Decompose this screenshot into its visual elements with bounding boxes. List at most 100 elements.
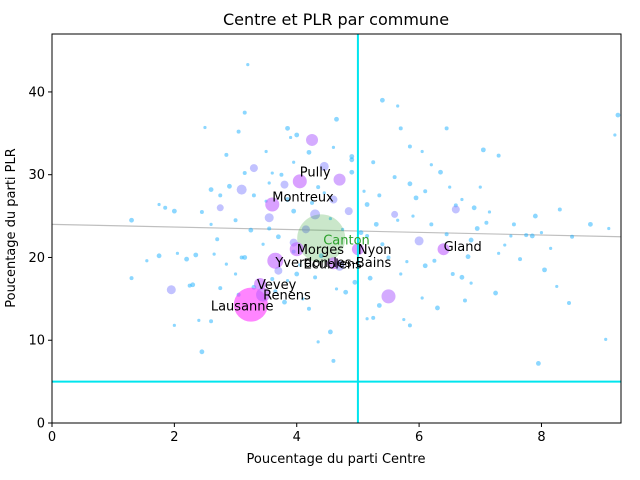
x-tick-label: 2 xyxy=(170,430,178,445)
data-point xyxy=(163,205,168,210)
city-label: Vevey xyxy=(257,278,297,293)
data-point xyxy=(570,234,575,239)
data-point xyxy=(233,218,238,223)
data-point xyxy=(399,272,403,276)
city-bubble xyxy=(289,242,304,257)
data-point xyxy=(566,300,571,305)
data-point xyxy=(209,319,214,324)
data-point xyxy=(331,145,336,149)
data-point xyxy=(373,221,379,227)
data-point xyxy=(334,116,339,122)
data-point xyxy=(474,226,480,231)
data-point xyxy=(549,246,553,250)
data-point xyxy=(362,189,366,193)
data-point xyxy=(224,152,229,157)
data-point xyxy=(423,189,428,194)
data-point xyxy=(218,193,223,198)
data-point xyxy=(613,133,617,137)
data-point xyxy=(322,191,326,195)
data-point xyxy=(285,125,290,131)
data-point xyxy=(341,227,345,231)
data-point xyxy=(496,153,501,158)
data-point xyxy=(407,144,412,149)
data-point xyxy=(358,230,364,236)
data-point xyxy=(407,181,413,187)
data-point xyxy=(274,266,283,275)
data-point xyxy=(306,133,319,146)
data-point xyxy=(365,317,369,321)
x-tick-label: 4 xyxy=(293,430,301,445)
data-point xyxy=(239,255,244,260)
data-point xyxy=(156,253,162,259)
data-point xyxy=(349,169,355,175)
city-bubble xyxy=(292,174,307,189)
data-point xyxy=(420,149,424,154)
data-point xyxy=(402,317,406,322)
data-point xyxy=(294,132,300,138)
data-point xyxy=(227,183,232,189)
y-tick-label: 30 xyxy=(28,168,45,183)
data-point xyxy=(267,181,271,185)
city-label: Morges xyxy=(297,243,345,258)
data-point xyxy=(349,154,355,159)
data-point xyxy=(209,222,213,226)
data-point xyxy=(480,147,486,153)
data-point xyxy=(376,303,382,308)
y-tick-label: 0 xyxy=(37,417,45,432)
data-point xyxy=(503,243,507,247)
data-point xyxy=(392,175,397,180)
data-point xyxy=(248,227,254,233)
trend-line xyxy=(52,223,621,238)
data-point xyxy=(398,126,403,131)
data-point xyxy=(413,195,419,201)
data-point xyxy=(459,274,465,280)
canton-bubble xyxy=(297,214,346,263)
data-point xyxy=(381,289,396,304)
x-tick-label: 6 xyxy=(415,430,423,445)
data-point xyxy=(129,217,134,223)
data-point xyxy=(306,149,312,155)
data-point xyxy=(615,112,621,118)
data-point xyxy=(273,289,278,294)
data-point xyxy=(444,126,449,131)
data-point xyxy=(468,237,474,243)
city-label: Ecublens xyxy=(303,257,362,272)
data-point xyxy=(487,210,492,214)
plot-frame xyxy=(51,33,622,424)
x-tick-label: 8 xyxy=(537,430,545,445)
data-point xyxy=(294,271,300,277)
data-point xyxy=(432,258,437,263)
data-point xyxy=(289,135,293,140)
data-point xyxy=(328,216,332,221)
data-point xyxy=(555,284,559,289)
data-point xyxy=(285,197,290,202)
data-point xyxy=(280,180,289,189)
data-point xyxy=(270,171,274,175)
data-point xyxy=(301,225,310,234)
data-point xyxy=(282,299,287,305)
data-point xyxy=(249,164,258,173)
data-point xyxy=(172,323,176,327)
data-point xyxy=(310,209,321,220)
data-point xyxy=(352,279,358,285)
city-label: Lausanne xyxy=(211,300,274,315)
data-point xyxy=(199,209,204,214)
data-point xyxy=(216,204,224,212)
data-point xyxy=(242,171,247,176)
data-point xyxy=(536,361,541,366)
data-point xyxy=(438,169,443,175)
city-label: Yverdon-les-Bains xyxy=(274,256,391,271)
data-point xyxy=(414,236,424,246)
data-point xyxy=(539,231,544,235)
data-point xyxy=(377,193,382,198)
data-point xyxy=(405,260,409,264)
data-point xyxy=(236,184,247,195)
data-point xyxy=(396,104,400,108)
data-point xyxy=(604,337,608,342)
x-axis-label: Poucentage du parti Centre xyxy=(247,452,426,467)
data-point xyxy=(380,242,385,247)
data-point xyxy=(175,251,180,255)
